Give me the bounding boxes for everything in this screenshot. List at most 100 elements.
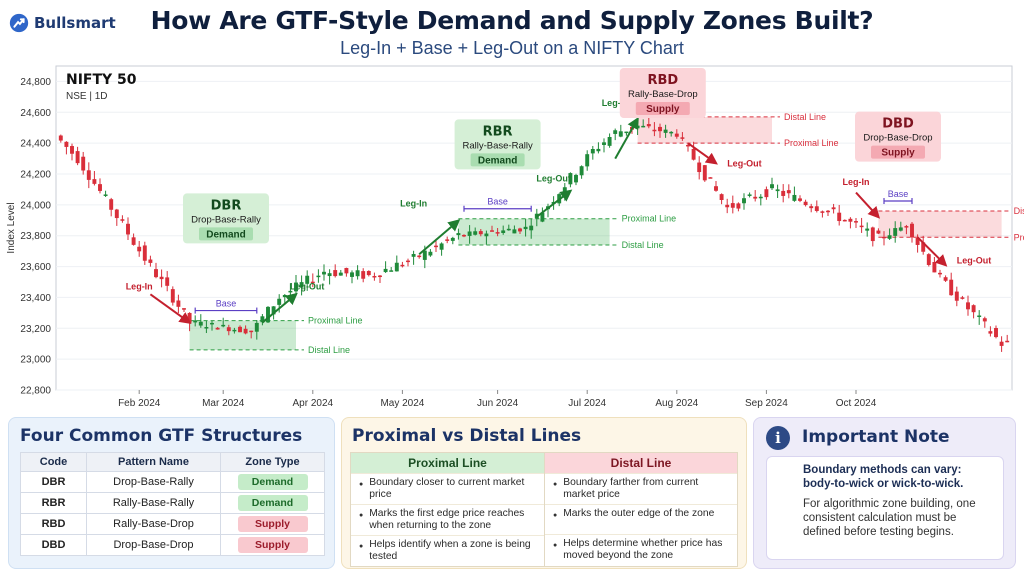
zone-type-badge — [871, 145, 925, 159]
candle-body — [249, 330, 254, 333]
distal-label: Distal Line — [308, 345, 350, 355]
brand-logo: Bullsmart — [8, 12, 116, 34]
candle-body — [803, 201, 808, 206]
candle-body — [646, 124, 651, 127]
note-box: Boundary methods can vary: body-to-wick … — [766, 456, 1004, 560]
zone-rect-dbd — [878, 211, 1002, 238]
structures-header-code: Code — [20, 452, 87, 472]
proximal-label: Proximal Line — [784, 138, 839, 148]
candle-body — [344, 267, 349, 274]
candle-body — [882, 236, 886, 239]
candle-body — [977, 315, 982, 318]
structure-zone-cell: Supply — [220, 534, 325, 556]
candle-body — [809, 206, 814, 209]
candle-body — [708, 177, 713, 179]
candle-body — [327, 273, 332, 277]
candle-body — [378, 275, 382, 278]
candle-body — [126, 223, 130, 235]
candle-body — [938, 272, 942, 275]
candle-body — [602, 142, 606, 145]
y-tick-label: 23,200 — [20, 324, 51, 335]
candle-body — [406, 260, 410, 263]
candle-body — [781, 190, 786, 196]
zone-rect-rbd — [637, 116, 772, 144]
y-tick-label: 23,000 — [20, 355, 51, 366]
bullet-icon: ● — [553, 481, 558, 488]
lines-comparison-table: Proximal Line ● Boundary closer to curren… — [350, 452, 738, 567]
candle-body — [473, 231, 478, 235]
candle-body — [770, 184, 774, 189]
candle-body — [204, 327, 209, 329]
y-tick-label: 24,000 — [20, 200, 51, 211]
candle-body — [798, 198, 802, 201]
structure-name: Drop-Base-Rally — [191, 214, 261, 225]
supply-badge: Supply — [237, 537, 308, 553]
x-tick-label: Oct 2024 — [836, 398, 877, 409]
y-tick-label: 24,400 — [20, 139, 51, 150]
candle-body — [826, 210, 830, 213]
candle-body — [322, 271, 326, 275]
bullet-icon: ● — [359, 512, 364, 519]
candle-body — [165, 277, 170, 286]
candle-body — [456, 233, 461, 236]
distal-header: Distal Line — [545, 453, 737, 473]
structures-header-zone: Zone Type — [220, 452, 325, 472]
candle-body — [266, 306, 270, 323]
candle-body — [310, 281, 315, 284]
note-panel: i Important Note Boundary methods can va… — [753, 417, 1016, 569]
lines-panel: Proximal vs Distal Lines Proximal Line ●… — [341, 417, 747, 569]
leg-out-arrow — [536, 189, 573, 218]
structures-header-pattern: Pattern Name — [86, 452, 221, 472]
candle-body — [361, 271, 366, 279]
candle-body — [58, 135, 63, 141]
candle-body — [316, 275, 321, 278]
y-tick-label: 24,200 — [20, 170, 51, 181]
candle-body — [198, 321, 203, 326]
candle-body — [120, 219, 125, 221]
structures-panel: Four Common GTF Structures Code Pattern … — [8, 417, 335, 569]
structure-code: RBD — [20, 513, 87, 535]
structure-code: DBR — [211, 198, 242, 213]
base-label: Base — [487, 197, 508, 207]
candle-body — [893, 228, 898, 236]
candle-body — [109, 199, 114, 210]
proximal-label: Proximal Line — [1014, 232, 1024, 242]
candle-body — [719, 194, 724, 200]
candle-body — [439, 243, 444, 250]
candle-body — [81, 156, 86, 171]
candle-body — [943, 277, 948, 281]
candle-body — [154, 269, 158, 278]
candle-body — [910, 223, 914, 238]
candle-body — [915, 238, 920, 245]
bullet-icon: ● — [553, 542, 558, 549]
candle-body — [506, 228, 511, 231]
page-subtitle: Leg-In + Base + Leg-Out on a NIFTY Chart — [340, 38, 684, 58]
leg-out-label: Leg-Out — [727, 158, 762, 168]
list-item: ● Boundary closer to current market price — [351, 473, 544, 504]
candle-body — [92, 179, 97, 184]
leg-in-arrow — [855, 191, 881, 219]
candle-body — [999, 341, 1004, 346]
candle-body — [243, 328, 248, 334]
candle-body — [753, 196, 758, 199]
list-item: ● Marks the outer edge of the zone — [545, 504, 737, 534]
candle-body — [870, 227, 875, 242]
candle-body — [467, 231, 472, 236]
table-row: DBD Drop-Base-Drop Supply — [20, 534, 325, 556]
candle-body — [137, 246, 142, 252]
base-label: Base — [888, 189, 909, 199]
structure-name: Drop-Base-Drop — [863, 133, 932, 144]
structure-pattern: Rally-Base-Rally — [86, 492, 221, 514]
bull-logo-icon — [9, 13, 29, 33]
candle-body — [730, 203, 735, 208]
candle-body — [170, 289, 175, 303]
candle-body — [232, 329, 237, 332]
proximal-item-text: Marks the first edge price reaches when … — [369, 508, 525, 531]
leg-in-arrow — [614, 116, 639, 160]
candle-body — [221, 324, 226, 327]
table-row: RBR Rally-Base-Rally Demand — [20, 492, 325, 514]
candle-body — [260, 316, 265, 323]
structure-pattern: Rally-Base-Drop — [86, 513, 221, 535]
candle-body — [792, 194, 797, 201]
candle-body — [988, 331, 993, 334]
